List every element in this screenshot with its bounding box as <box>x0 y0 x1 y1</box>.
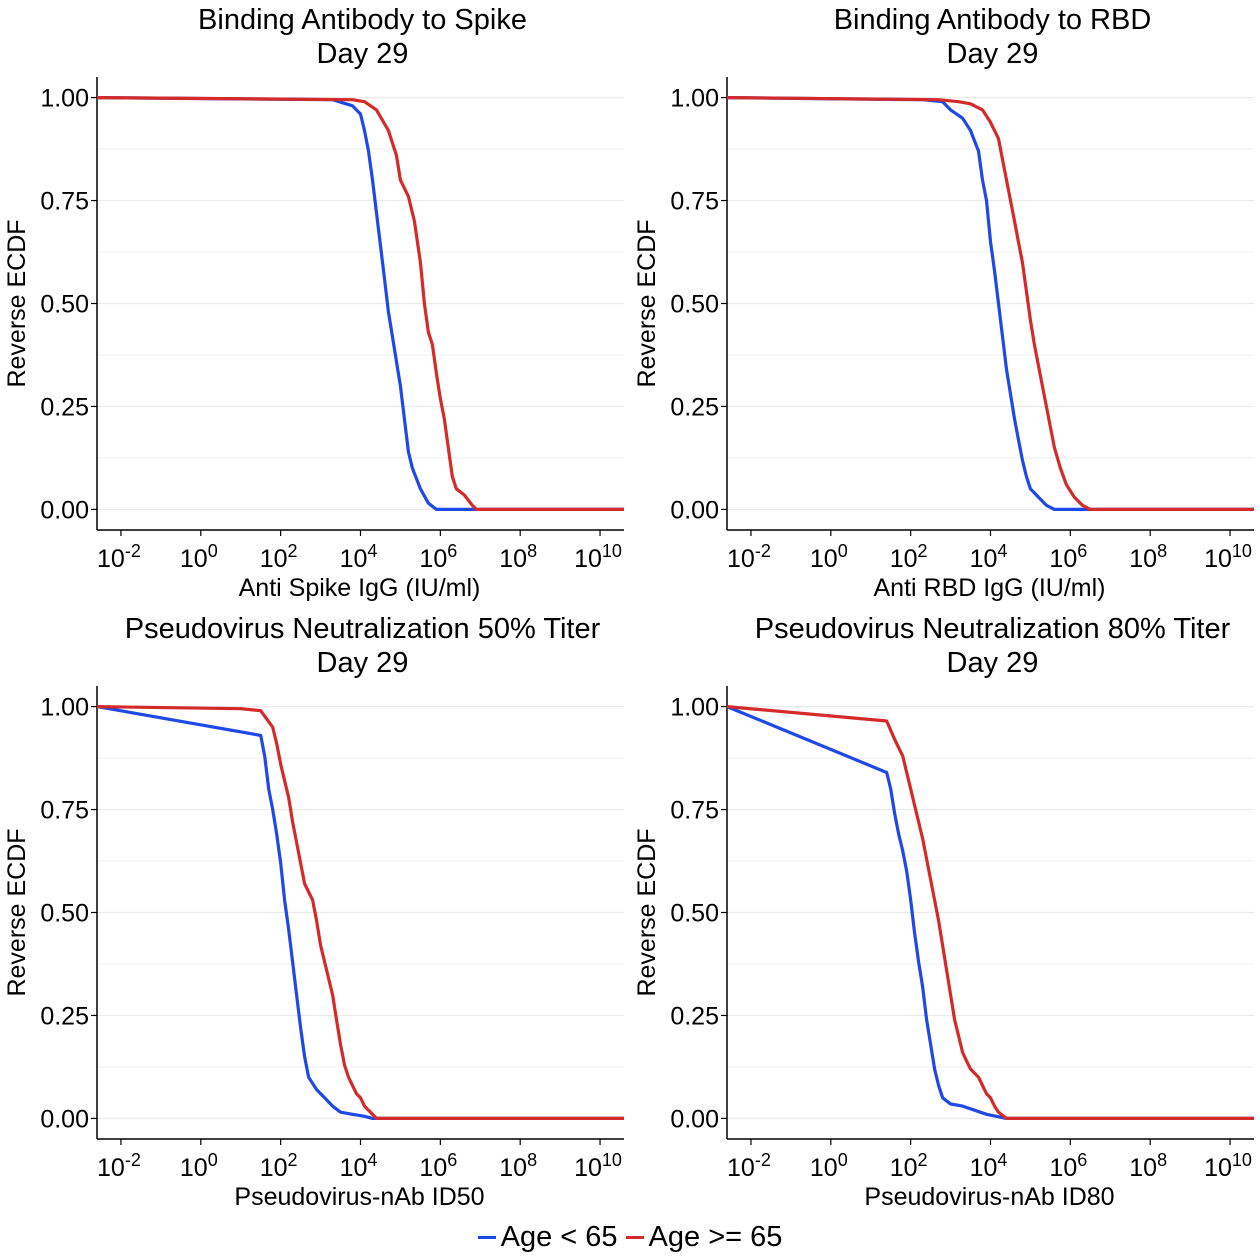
y-tick-label: 0.50 <box>670 291 719 319</box>
y-tick-label: 1.00 <box>40 85 89 113</box>
x-tick-label: 106 <box>1049 1150 1087 1182</box>
x-tick-label: 10-2 <box>727 1150 771 1182</box>
x-tick-label: 10-2 <box>97 541 141 573</box>
chart-subtitle: Day 29 <box>947 38 1039 70</box>
legend-label-age-65-plus: Age >= 65 <box>648 1220 783 1253</box>
y-tick-label: 0.50 <box>40 291 89 319</box>
y-tick-label: 1.00 <box>40 694 89 722</box>
x-tick-label: 102 <box>890 541 928 573</box>
x-tick-label: 108 <box>499 541 537 573</box>
y-tick-label: 0.00 <box>670 1105 719 1133</box>
chart-title: Binding Antibody to Spike <box>198 4 527 36</box>
x-tick-label: 102 <box>890 1150 928 1182</box>
x-axis-label: Pseudovirus-nAb ID50 <box>234 1183 484 1211</box>
legend-label-age-under-65: Age < 65 <box>500 1220 618 1253</box>
chart-panel-2: 0.00 0.25 0.50 0.75 1.00 10-2 100 102 104 106 108 1… <box>633 4 1254 602</box>
x-tick-label: 10-2 <box>727 541 771 573</box>
y-tick-label: 0.75 <box>40 797 89 825</box>
x-tick-label: 1010 <box>1204 1150 1252 1182</box>
chart-title: Pseudovirus Neutralization 50% Titer <box>125 613 601 645</box>
chart-subtitle: Day 29 <box>947 647 1039 679</box>
x-tick-label: 102 <box>260 541 298 573</box>
chart-subtitle: Day 29 <box>317 38 409 70</box>
series-line-age-65-plus <box>726 705 1254 1120</box>
x-tick-label: 102 <box>260 1150 298 1182</box>
y-tick-label: 0.75 <box>40 188 89 216</box>
y-tick-label: 1.00 <box>670 85 719 113</box>
y-tick-label: 0.75 <box>670 797 719 825</box>
chart-panel-1: 0.00 0.25 0.50 0.75 1.00 10-2 100 102 104 106 108 1… <box>3 4 624 602</box>
x-tick-label: 108 <box>1129 1150 1167 1182</box>
y-axis-label: Reverse ECDF <box>3 828 31 996</box>
x-tick-label: 104 <box>970 1150 1008 1182</box>
x-tick-label: 1010 <box>574 1150 622 1182</box>
x-tick-label: 100 <box>180 541 218 573</box>
x-tick-label: 1010 <box>1204 541 1252 573</box>
chart-subtitle: Day 29 <box>317 647 409 679</box>
chart-panel-4: 0.00 0.25 0.50 0.75 1.00 10-2 100 102 104 106 108 1… <box>633 613 1254 1211</box>
x-tick-label: 106 <box>419 541 457 573</box>
series-line-age-under-65 <box>726 96 1254 511</box>
x-tick-label: 100 <box>810 541 848 573</box>
x-axis-label: Anti RBD IgG (IU/ml) <box>874 574 1106 602</box>
y-axis-label: Reverse ECDF <box>3 219 31 387</box>
y-tick-label: 0.25 <box>670 393 719 421</box>
x-tick-label: 1010 <box>574 541 622 573</box>
legend-item-age-under-65: Age < 65 <box>477 1220 618 1254</box>
legend: Age < 65 Age >= 65 <box>0 1220 1260 1254</box>
y-axis-label: Reverse ECDF <box>633 828 661 996</box>
y-tick-label: 0.25 <box>40 1002 89 1030</box>
chart-title: Pseudovirus Neutralization 80% Titer <box>755 613 1231 645</box>
y-tick-label: 0.25 <box>40 393 89 421</box>
x-tick-label: 100 <box>180 1150 218 1182</box>
x-tick-label: 104 <box>970 541 1008 573</box>
chart-panel-3: 0.00 0.25 0.50 0.75 1.00 10-2 100 102 104 106 108 1… <box>3 613 624 1211</box>
legend-item-age-65-plus: Age >= 65 <box>625 1220 783 1254</box>
y-axis-label: Reverse ECDF <box>633 219 661 387</box>
x-axis-label: Pseudovirus-nAb ID80 <box>864 1183 1114 1211</box>
y-tick-label: 0.00 <box>40 1105 89 1133</box>
y-tick-label: 1.00 <box>670 694 719 722</box>
chart-title: Binding Antibody to RBD <box>834 4 1152 36</box>
y-tick-label: 0.50 <box>670 900 719 928</box>
x-tick-label: 104 <box>340 1150 378 1182</box>
y-tick-label: 0.25 <box>670 1002 719 1030</box>
x-tick-label: 104 <box>340 541 378 573</box>
x-tick-label: 106 <box>419 1150 457 1182</box>
legend-key-age-65-plus <box>625 1235 644 1239</box>
y-tick-label: 0.00 <box>670 496 719 524</box>
series-line-age-under-65 <box>96 96 624 511</box>
y-tick-label: 0.50 <box>40 900 89 928</box>
x-tick-label: 10-2 <box>97 1150 141 1182</box>
series-line-age-under-65 <box>96 705 624 1120</box>
series-line-age-65-plus <box>96 96 624 511</box>
x-tick-label: 100 <box>810 1150 848 1182</box>
x-axis-label: Anti Spike IgG (IU/ml) <box>239 574 481 602</box>
x-tick-label: 106 <box>1049 541 1087 573</box>
series-line-age-under-65 <box>726 705 1254 1120</box>
x-tick-label: 108 <box>499 1150 537 1182</box>
legend-key-age-under-65 <box>477 1235 496 1239</box>
y-tick-label: 0.00 <box>40 496 89 524</box>
series-line-age-65-plus <box>96 705 624 1120</box>
y-tick-label: 0.75 <box>670 188 719 216</box>
x-tick-label: 108 <box>1129 541 1167 573</box>
series-line-age-65-plus <box>726 96 1254 511</box>
